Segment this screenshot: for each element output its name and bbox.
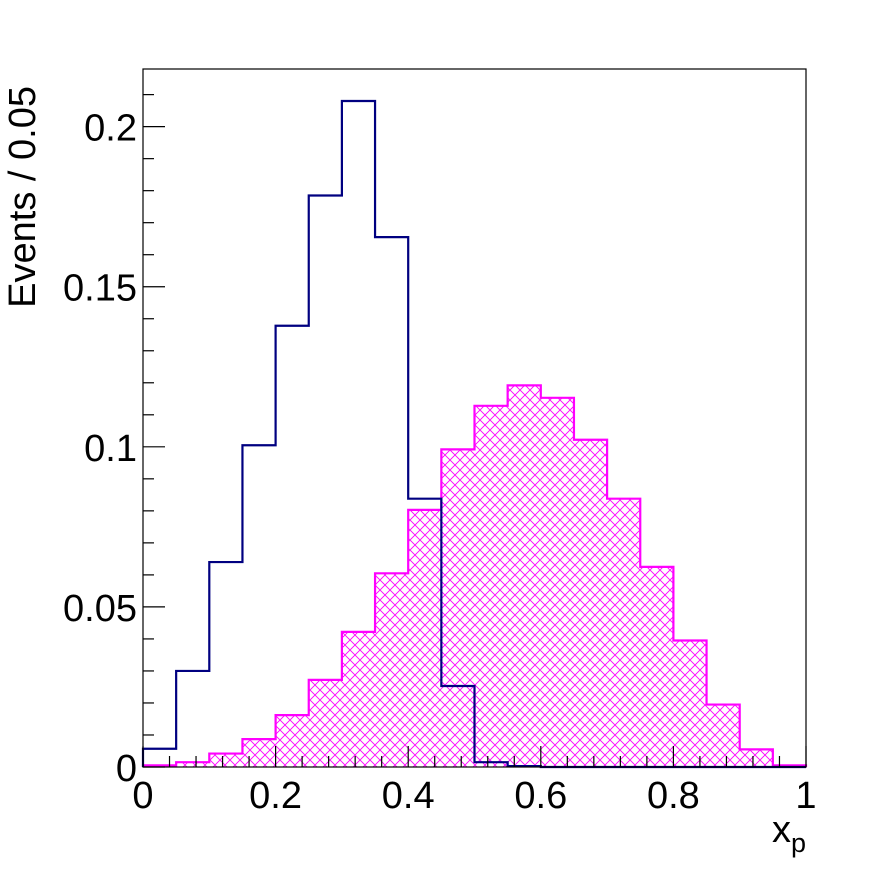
plot-frame bbox=[142, 68, 807, 768]
series-1-bar-fill bbox=[341, 631, 376, 767]
series-1-bar-fill bbox=[275, 715, 309, 767]
series-1-bar-fill bbox=[441, 449, 475, 767]
y-axis-title: Events / 0.05 bbox=[2, 86, 44, 308]
y-tick-label: 0.1 bbox=[84, 428, 137, 470]
series-1-bar-fill bbox=[706, 704, 740, 767]
series-1-bar-fill bbox=[739, 749, 773, 767]
series-1-bar-fill bbox=[540, 397, 574, 767]
series-1-outline bbox=[141, 384, 808, 767]
x-tick-label: 0.8 bbox=[647, 775, 700, 817]
series-1-bar-fill bbox=[176, 762, 210, 767]
y-tick-label: 0.15 bbox=[63, 268, 137, 310]
x-tick-label: 0 bbox=[132, 775, 153, 817]
y-tick-label: 0.2 bbox=[84, 108, 137, 150]
series-1-bar-fill bbox=[242, 739, 276, 767]
series-1-bar-fill bbox=[640, 566, 674, 767]
series-1-bar-fill bbox=[375, 573, 409, 767]
x-axis-title-main: x bbox=[772, 809, 791, 851]
series-1-bar-fill bbox=[507, 385, 541, 767]
series-1-bar-fill bbox=[607, 498, 641, 767]
x-tick-label: 0.4 bbox=[382, 775, 435, 817]
series-1-bar-fill bbox=[408, 509, 442, 767]
x-tick-label: 1 bbox=[795, 775, 816, 817]
y-tick-label: 0 bbox=[116, 748, 137, 790]
x-tick-label: 0.2 bbox=[249, 775, 302, 817]
x-tick-label: 0.6 bbox=[514, 775, 567, 817]
series-1-bar-fill bbox=[209, 753, 243, 767]
x-axis-title-subscript: p bbox=[791, 828, 806, 858]
series-1-bar-fill bbox=[573, 439, 608, 767]
series-1-bar-fill bbox=[673, 640, 707, 767]
y-tick-label: 0.05 bbox=[63, 588, 137, 630]
x-axis-title: xp bbox=[772, 809, 806, 858]
series-1-bar-fill bbox=[308, 679, 342, 767]
series-1-bar-fill bbox=[474, 405, 508, 767]
